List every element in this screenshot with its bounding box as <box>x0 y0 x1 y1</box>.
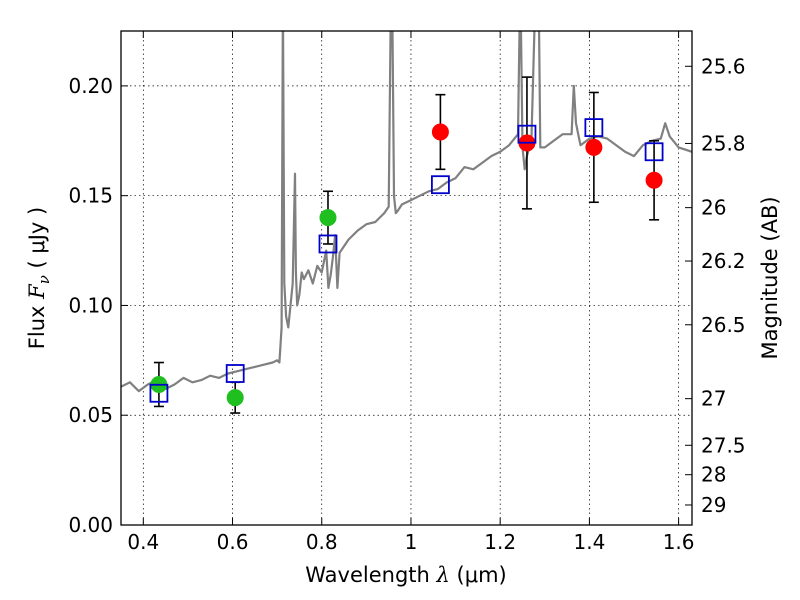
y-tick-label: 0.00 <box>68 513 113 537</box>
x-tick-label: 1 <box>405 530 418 554</box>
model-square-point <box>318 234 338 254</box>
plot-frame <box>120 30 693 526</box>
model-square-point <box>517 124 537 144</box>
green-data-point <box>226 389 244 407</box>
y-tick-label: 0.20 <box>68 74 113 98</box>
x-axis-label: Wavelength λ (μm) <box>305 563 506 587</box>
y2-tick-label: 28 <box>701 463 726 487</box>
y2-tick-label: 29 <box>701 493 726 517</box>
model-square-point <box>225 364 245 383</box>
grid <box>121 31 692 526</box>
x-tick-label: 1.6 <box>663 530 695 554</box>
x-tick-label: 0.4 <box>127 530 159 554</box>
spectrum-layer <box>121 31 692 393</box>
y2-tick-label: 26.5 <box>701 313 746 337</box>
y-tick-label: 0.15 <box>68 184 113 208</box>
y2-tick-label: 26.2 <box>701 249 746 273</box>
y-axis-label: Flux Fν ( μJy ) <box>25 207 53 349</box>
model-square-point <box>644 142 664 162</box>
model-square-point <box>584 118 604 138</box>
y2-axis-label: Magnitude (AB) <box>758 196 782 359</box>
ticks: 0.4 0.6 0.8 1 1.2 1.4 1.6 0.00 0.05 0.10 0.15 0.20 2… <box>68 31 746 554</box>
red-data-point <box>645 171 663 189</box>
y2-tick-label: 27.5 <box>701 433 746 457</box>
y2-tick-label: 25.6 <box>701 54 746 78</box>
spectrum-line <box>121 31 692 393</box>
x-tick-label: 0.8 <box>306 530 338 554</box>
red-data-point <box>431 123 449 141</box>
x-tick-label: 0.6 <box>217 530 249 554</box>
y2-tick-label: 26 <box>701 196 726 220</box>
red-data-point <box>585 138 603 156</box>
x-tick-label: 1.4 <box>573 530 605 554</box>
y2-tick-label: 27 <box>701 387 726 411</box>
green-data-point <box>319 209 337 227</box>
y2-tick-label: 25.8 <box>701 131 746 155</box>
x-tick-label: 1.2 <box>484 530 516 554</box>
model-square-point <box>149 383 169 403</box>
y-tick-label: 0.05 <box>68 403 113 427</box>
model-square-point <box>431 175 450 195</box>
y-tick-label: 0.10 <box>68 293 113 317</box>
data-marks <box>149 76 664 414</box>
